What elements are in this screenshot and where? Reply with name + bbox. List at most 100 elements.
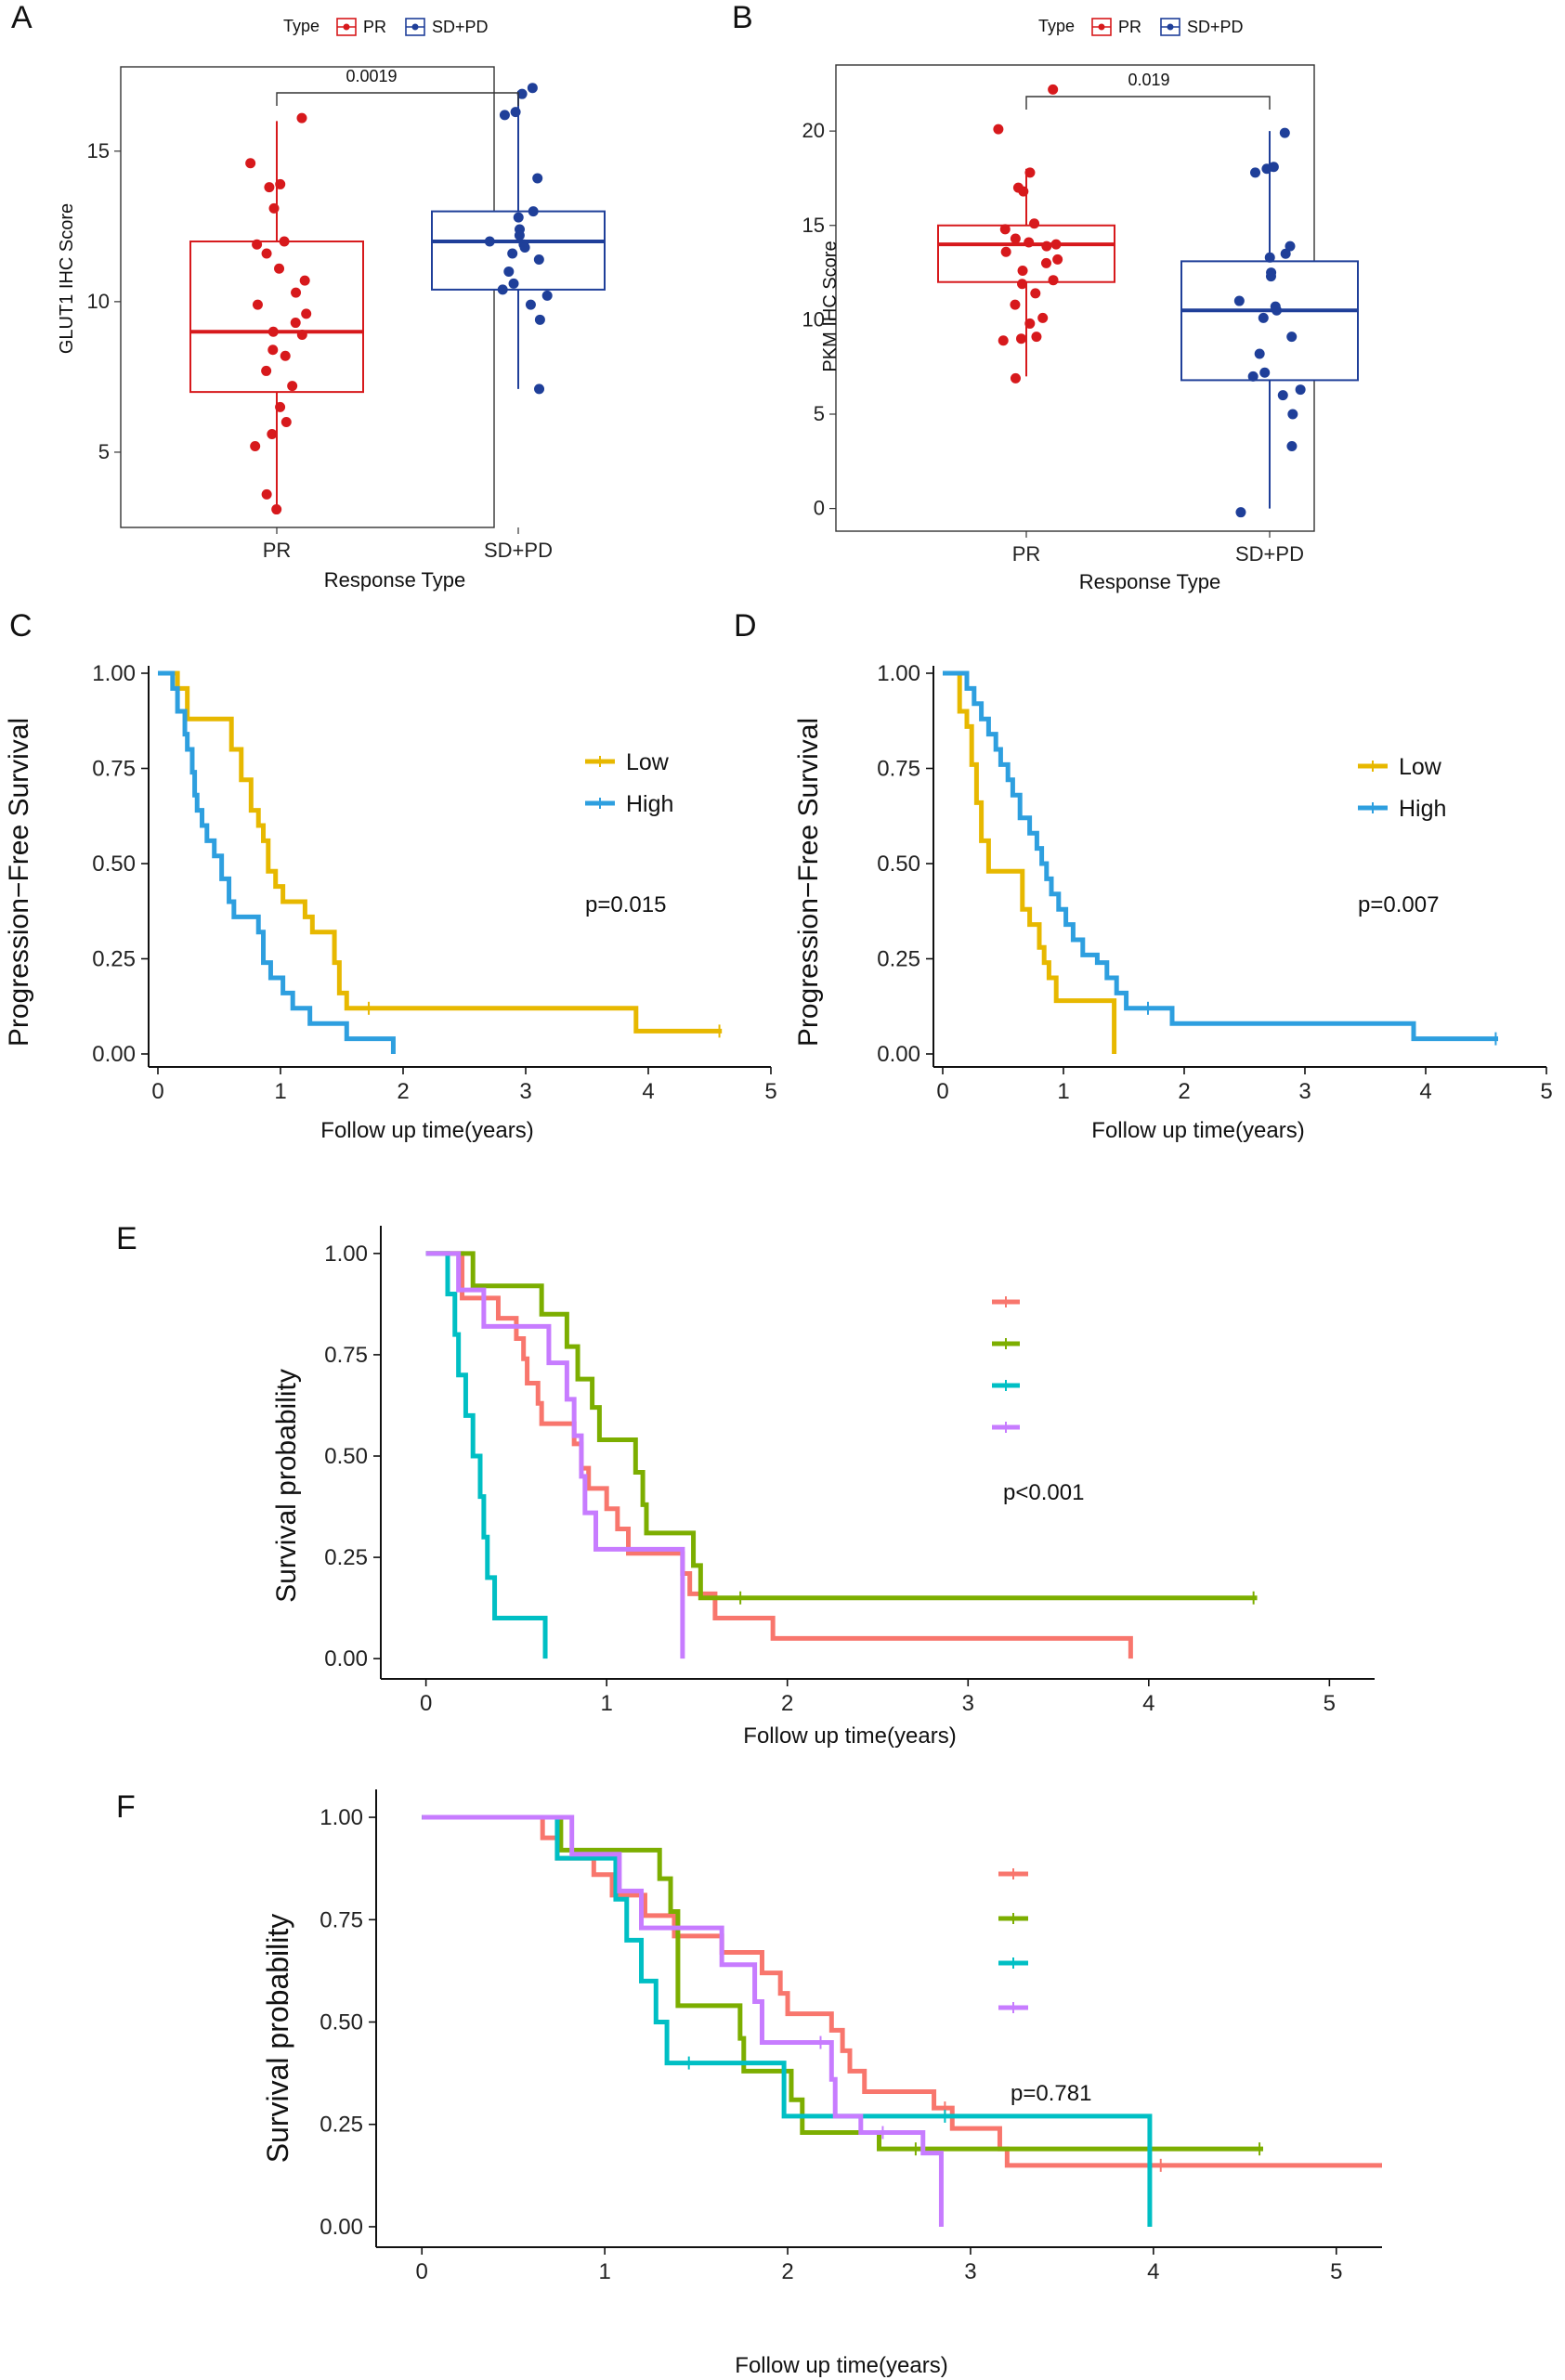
data-point xyxy=(541,290,553,301)
data-point xyxy=(1024,318,1036,329)
data-point xyxy=(1254,348,1265,359)
km-curve xyxy=(422,1814,1153,2227)
data-point xyxy=(1280,248,1291,259)
data-point xyxy=(1041,241,1052,252)
significance-bracket xyxy=(276,92,519,106)
data-point xyxy=(1024,237,1035,248)
y-tick-label: 0.25 xyxy=(92,947,136,972)
data-point xyxy=(1233,295,1245,306)
y-tick-label: 0.50 xyxy=(92,852,136,877)
data-point xyxy=(1259,367,1271,378)
points-pr xyxy=(245,112,312,515)
km-curve xyxy=(422,1814,1382,2168)
km-curve xyxy=(422,1814,1264,2152)
data-point xyxy=(280,417,292,428)
x-tick-label: 0 xyxy=(420,1691,432,1716)
box-sdpd xyxy=(1180,131,1359,509)
x-tick-label: SD+PD xyxy=(1235,542,1304,566)
data-point xyxy=(291,287,302,298)
data-point xyxy=(275,178,286,189)
x-tick-label: 3 xyxy=(1298,1079,1311,1104)
data-point xyxy=(1277,390,1288,401)
data-point xyxy=(508,278,519,289)
km-curve xyxy=(422,1814,944,2227)
km-series-low xyxy=(158,670,723,1038)
y-tick-label: 0.25 xyxy=(320,2113,363,2138)
data-point xyxy=(1264,252,1275,263)
data-point xyxy=(998,335,1009,346)
y-tick-label: 15 xyxy=(802,214,825,237)
x-axis-title: Response Type xyxy=(1079,570,1220,593)
data-point xyxy=(267,326,279,337)
y-tick-label: 5 xyxy=(814,402,825,425)
x-tick-label: 1 xyxy=(1057,1079,1069,1104)
km-series-1 xyxy=(422,1814,1382,2172)
km-series-3 xyxy=(422,1814,1153,2227)
data-point xyxy=(1258,312,1269,323)
legend-label: PR xyxy=(1118,18,1141,36)
panel-f: F 0.00 0.25 0.50 0.75 1.00 0 1 2 3 4 5 Follow up tim… xyxy=(116,1789,1382,2378)
y-tick-label: 1.00 xyxy=(320,1805,363,1830)
data-point xyxy=(1040,257,1051,268)
y-tick-label: 0.75 xyxy=(877,757,920,782)
panel-a: A 5 10 15 PR SD+PD Response Type GLUT1 IHC Scor… xyxy=(11,0,606,592)
data-point xyxy=(1279,127,1290,138)
data-point xyxy=(1285,241,1296,252)
data-point xyxy=(528,206,539,217)
x-tick-label: 5 xyxy=(764,1079,776,1104)
data-point xyxy=(513,212,524,223)
p-value-label: 0.0019 xyxy=(346,67,397,85)
y-tick-label: 0.75 xyxy=(320,1907,363,1932)
data-point xyxy=(1235,507,1246,518)
data-point xyxy=(525,299,536,310)
x-tick-label: 4 xyxy=(1419,1079,1431,1104)
legend-title: Type xyxy=(1038,17,1075,35)
data-point xyxy=(296,112,307,124)
y-tick-label: 0.75 xyxy=(92,757,136,782)
km-curve xyxy=(158,670,396,1054)
y-axis-title: PKM IHC Score xyxy=(820,241,841,371)
legend-label: SD+PD xyxy=(1187,18,1244,36)
y-tick-label: 1.00 xyxy=(92,661,136,686)
km-curve xyxy=(425,1251,548,1659)
y-tick-label: 0.00 xyxy=(320,2215,363,2240)
panel-c: C 0.00 0.25 0.50 0.75 1.00 0 1 2 3 4 5 Follow up tim… xyxy=(4,608,777,1143)
x-tick-label: SD+PD xyxy=(484,539,553,562)
y-tick-label: 0.50 xyxy=(324,1444,368,1469)
data-point xyxy=(516,88,528,99)
legend-label: SD+PD xyxy=(432,18,489,36)
data-point xyxy=(1265,271,1276,282)
x-tick-label: 3 xyxy=(962,1691,974,1716)
p-value-label: p<0.001 xyxy=(1003,1480,1084,1505)
x-tick-label: 4 xyxy=(642,1079,654,1104)
data-point xyxy=(1000,246,1011,257)
data-point xyxy=(534,314,545,325)
data-point xyxy=(287,381,298,392)
x-tick-label: 5 xyxy=(1324,1691,1336,1716)
x-axis-title: Follow up time(years) xyxy=(320,1118,533,1143)
y-tick-label: 0.50 xyxy=(877,852,920,877)
x-tick-label: 3 xyxy=(964,2259,976,2284)
legend-label: Low xyxy=(626,749,670,775)
legend-label: High xyxy=(1399,796,1446,822)
panel-d: D 0.00 0.25 0.50 0.75 1.00 0 1 2 3 4 5 Follow up tim… xyxy=(734,608,1553,1143)
km-series-2 xyxy=(425,1251,1258,1605)
data-point xyxy=(1010,299,1021,310)
x-axis-title: Follow up time(years) xyxy=(735,2353,947,2378)
data-point xyxy=(993,124,1004,135)
panel-b: B 0 5 10 15 20 PR SD+PD Response Type PKM IHC Sco… xyxy=(732,0,1359,593)
data-point xyxy=(1272,305,1283,316)
x-tick-label: 2 xyxy=(1178,1079,1190,1104)
data-point xyxy=(301,308,312,319)
data-point xyxy=(1037,312,1049,323)
data-point xyxy=(503,266,515,277)
legend-title: Type xyxy=(283,17,320,35)
data-point xyxy=(1024,167,1036,178)
y-tick-label: 0 xyxy=(814,497,825,520)
data-point xyxy=(274,263,285,274)
data-point xyxy=(1030,288,1041,299)
legend-label: PR xyxy=(363,18,386,36)
x-axis-title: Follow up time(years) xyxy=(743,1723,956,1749)
x-tick-label: PR xyxy=(263,539,292,562)
